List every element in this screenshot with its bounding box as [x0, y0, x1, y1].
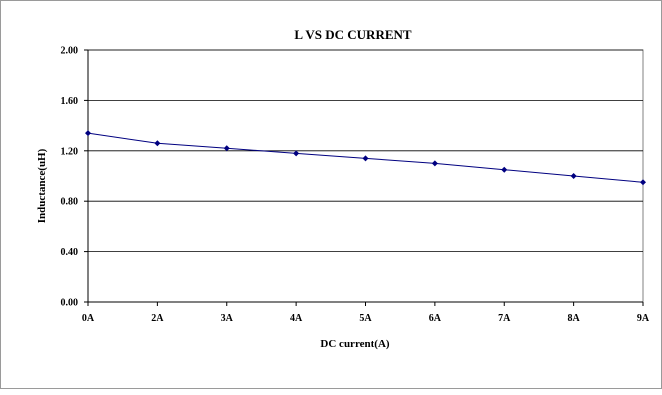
- x-axis-ticks: 0A 2A 3A 4A 5A 6A 7A 8A 9A: [82, 302, 650, 324]
- data-point: [362, 155, 369, 162]
- data-point: [570, 173, 577, 179]
- data-point: [154, 140, 161, 147]
- x-tick-label: 5A: [359, 313, 372, 324]
- x-tick-label: 7A: [498, 313, 511, 324]
- x-tick-label: 6A: [429, 313, 442, 324]
- data-point: [293, 150, 300, 157]
- x-tick-label: 9A: [637, 313, 650, 324]
- x-tick-label: 2A: [151, 313, 164, 324]
- series-group: [85, 130, 646, 186]
- data-point: [431, 160, 438, 167]
- data-point: [640, 179, 646, 186]
- y-tick-label: 2.00: [61, 46, 79, 57]
- y-tick-label: 1.20: [61, 146, 79, 157]
- y-tick-label: 0.00: [61, 298, 79, 309]
- x-axis-label: DC current(A): [320, 338, 389, 350]
- y-tick-label: 1.60: [61, 96, 79, 107]
- x-tick-label: 4A: [290, 313, 303, 324]
- plot-background: [87, 49, 644, 303]
- y-axis-label: Inductance(uH): [36, 148, 48, 223]
- x-tick-label: 3A: [221, 313, 234, 324]
- data-point: [223, 145, 230, 152]
- x-tick-label: 8A: [568, 313, 581, 324]
- y-axis-ticks: 0.00 0.40 0.80 1.20 1.60 2.00: [61, 46, 88, 309]
- y-tick-label: 0.40: [61, 247, 79, 258]
- y-tick-label: 0.80: [61, 197, 79, 208]
- data-point: [501, 166, 508, 173]
- data-point: [85, 130, 91, 137]
- plot-area: [87, 49, 644, 303]
- x-tick-label: 0A: [82, 313, 95, 324]
- chart-title: L VS DC CURRENT: [294, 27, 411, 42]
